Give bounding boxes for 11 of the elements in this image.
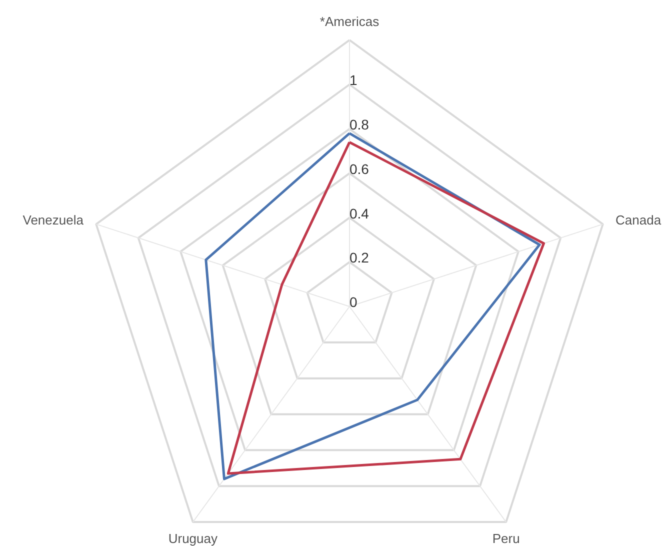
y-tick-label: 0.2 <box>350 250 370 266</box>
spoke-label: *Americas <box>320 14 380 29</box>
spoke-label: Venezuela <box>22 212 84 228</box>
y-tick-label: 0 <box>350 294 358 310</box>
y-tick-label: 0.4 <box>350 205 370 222</box>
spoke-label: Peru <box>492 530 520 546</box>
spoke-label: Uruguay <box>168 530 218 546</box>
spoke-label: Canada <box>616 212 662 228</box>
y-tick-label: 0.8 <box>350 116 370 132</box>
y-tick-label: 1 <box>350 72 358 88</box>
y-tick-label: 0.6 <box>350 160 370 177</box>
